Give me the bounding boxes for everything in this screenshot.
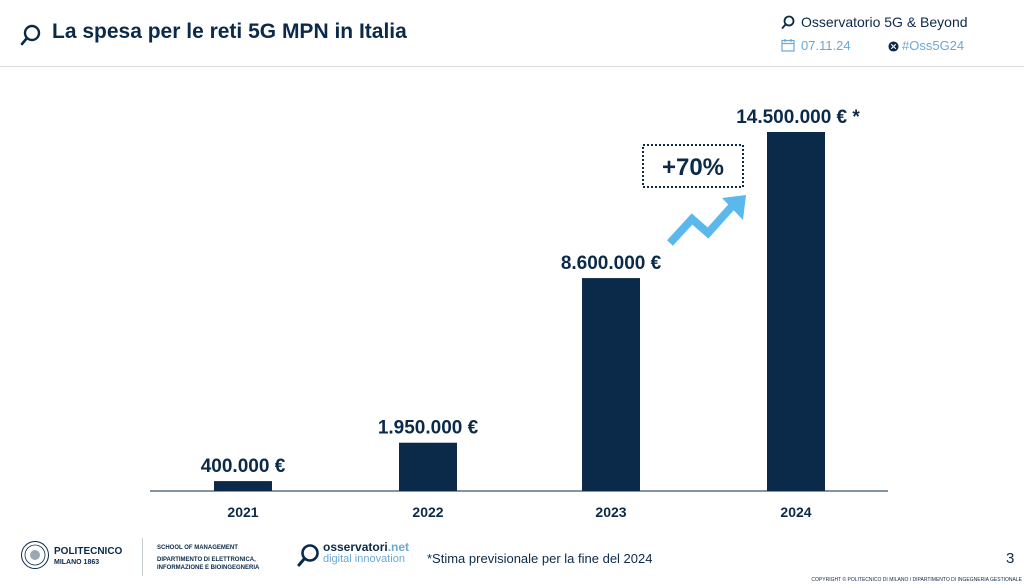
footnote: *Stima previsionale per la fine del 2024 bbox=[427, 551, 653, 566]
magnifier-icon bbox=[20, 24, 41, 46]
school-block: SCHOOL OF MANAGEMENT DIPARTIMENTO DI ELE… bbox=[157, 544, 259, 572]
bar-2022 bbox=[399, 442, 457, 491]
x-tick-2021: 2021 bbox=[227, 504, 258, 520]
labels-group: 400.000 € 2021 1.950.000 € 2022 8.600.000 € 2… bbox=[201, 107, 861, 520]
value-label-2023: 8.600.000 € bbox=[561, 253, 662, 274]
bar-2024 bbox=[767, 132, 825, 491]
magnifier-icon bbox=[781, 15, 795, 29]
politecnico-seal-icon bbox=[21, 541, 49, 569]
brand-line: Osservatorio 5G & Beyond bbox=[781, 14, 968, 30]
date-line: 07.11.24 bbox=[781, 38, 851, 53]
osservatori-net: .net bbox=[387, 540, 410, 554]
annotation-label: +70% bbox=[662, 154, 724, 181]
osservatori-logo-icon bbox=[297, 544, 319, 567]
osservatori-sub: digital innovation bbox=[323, 553, 405, 565]
value-label-2024: 14.500.000 € * bbox=[736, 107, 860, 128]
event-date: 07.11.24 bbox=[801, 38, 851, 53]
x-tick-2023: 2023 bbox=[595, 504, 626, 520]
value-label-2021: 400.000 € bbox=[201, 456, 286, 477]
page-number: 3 bbox=[1006, 550, 1015, 567]
osservatori-word: osservatori bbox=[323, 540, 388, 554]
hashtag: #Oss5G24 bbox=[902, 38, 965, 53]
calendar-icon bbox=[781, 39, 795, 52]
school-line: SCHOOL OF MANAGEMENT bbox=[157, 545, 238, 551]
brand-name: Osservatorio 5G & Beyond bbox=[801, 14, 968, 30]
trend-arrow-icon bbox=[667, 195, 746, 246]
department-line: DIPARTIMENTO DI ELETTRONICA, bbox=[157, 557, 256, 563]
bar-2023 bbox=[582, 278, 640, 491]
politecnico-sub: MILANO 1863 bbox=[54, 559, 100, 566]
bars-group bbox=[214, 132, 825, 491]
osservatori-name: osservatori.net bbox=[323, 541, 409, 553]
social-icon bbox=[888, 41, 899, 52]
politecnico-name: POLITECNICO bbox=[54, 546, 123, 557]
footer-divider bbox=[142, 538, 143, 576]
x-tick-2024: 2024 bbox=[780, 504, 811, 520]
value-label-2022: 1.950.000 € bbox=[378, 418, 479, 439]
department-line: INFORMAZIONE E BIOINGEGNERIA bbox=[157, 565, 260, 571]
annotation-box bbox=[642, 144, 744, 188]
bar-chart: 400.000 € 2021 1.950.000 € 2022 8.600.000 € 2… bbox=[150, 107, 888, 520]
slide-title: La spesa per le reti 5G MPN in Italia bbox=[52, 20, 407, 43]
x-tick-2022: 2022 bbox=[412, 504, 443, 520]
bar-2021 bbox=[214, 481, 272, 491]
politecnico-logo: POLITECNICO MILANO 1863 bbox=[54, 546, 122, 568]
copyright: COPYRIGHT © POLITECNICO DI MILANO / DIPA… bbox=[811, 577, 1022, 583]
growth-annotation: +70% bbox=[642, 144, 744, 188]
hashtag-line: #Oss5G24 bbox=[888, 38, 964, 53]
slide-header: La spesa per le reti 5G MPN in Italia Os… bbox=[0, 0, 1024, 67]
